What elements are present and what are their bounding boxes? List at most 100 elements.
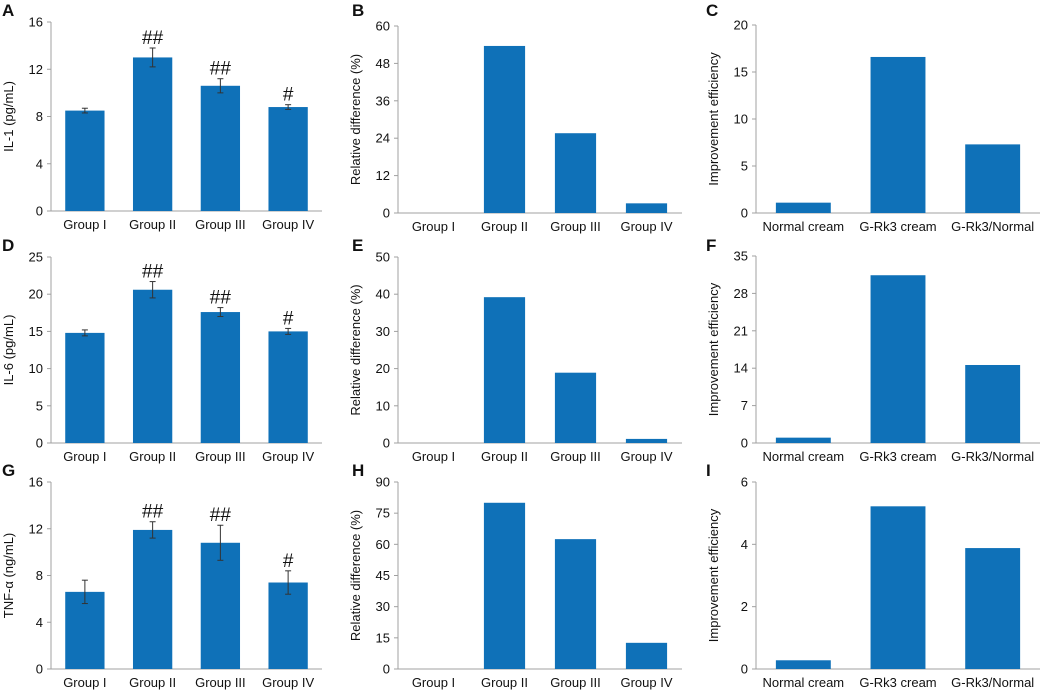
x-tick-label: Group IV: [620, 449, 672, 464]
x-tick-label: Group I: [412, 675, 455, 690]
bar: [65, 332, 105, 443]
bar: [132, 289, 173, 443]
y-tick-label: 15: [734, 65, 748, 80]
bar: [554, 133, 597, 213]
x-tick-label: G-Rk3 cream: [859, 675, 936, 690]
y-axis-title: Improvement efficiency: [706, 282, 721, 416]
bar: [965, 144, 1021, 213]
x-tick-label: Group IV: [620, 675, 672, 690]
bar: [65, 110, 105, 211]
bar: [483, 502, 526, 669]
x-tick-label: Group II: [481, 449, 528, 464]
y-tick-label: 0: [36, 436, 43, 451]
y-tick-label: 5: [741, 159, 748, 174]
y-tick-label: 8: [36, 568, 43, 583]
x-tick-label: Group I: [63, 675, 106, 690]
y-tick-label: 2: [741, 599, 748, 614]
y-tick-label: 25: [29, 250, 43, 265]
y-tick-label: 48: [376, 56, 390, 71]
panel-label: B: [352, 1, 364, 20]
panel-label: H: [352, 461, 364, 480]
y-tick-label: 0: [741, 436, 748, 451]
x-tick-label: Group III: [195, 449, 246, 464]
y-tick-label: 60: [376, 537, 390, 552]
y-tick-label: 16: [29, 475, 43, 490]
y-axis-title: Relative difference (%): [348, 510, 363, 641]
bar: [870, 275, 926, 443]
x-tick-label: G-Rk3/Normal: [951, 219, 1034, 234]
bar: [870, 506, 926, 669]
y-axis-title: IL-1 (pg/mL): [1, 81, 16, 152]
panel-label: C: [706, 1, 718, 20]
y-tick-label: 10: [376, 398, 390, 413]
y-axis-title: Relative difference (%): [348, 284, 363, 415]
x-tick-label: Group I: [412, 219, 455, 234]
y-tick-label: 0: [383, 662, 390, 677]
bar: [65, 591, 105, 669]
panel-h: H 0 15 30 45 60 75 90 Relative difference (%) Gro…: [348, 461, 682, 690]
y-tick-label: 12: [29, 521, 43, 536]
x-tick-label: Group I: [63, 449, 106, 464]
y-tick-label: 20: [376, 361, 390, 376]
x-tick-label: Group I: [412, 449, 455, 464]
y-tick-label: 12: [376, 168, 390, 183]
y-tick-label: 20: [29, 287, 43, 302]
panel-f: F 0 7 14 21 28 35 Improvement efficiency Normal …: [706, 236, 1040, 464]
bar: [200, 542, 241, 669]
y-tick-label: 30: [376, 324, 390, 339]
x-tick-label: G-Rk3 cream: [859, 449, 936, 464]
panel-c: C 0 5 10 15 20 Improvement efficiency Normal cr…: [706, 1, 1040, 234]
y-tick-label: 0: [741, 206, 748, 221]
x-tick-label: Group IV: [620, 219, 672, 234]
y-axis-title: Relative difference (%): [348, 54, 363, 185]
significance-annotation: #: [283, 308, 294, 329]
y-tick-label: 24: [376, 131, 390, 146]
x-tick-label: Normal cream: [763, 219, 845, 234]
y-tick-label: 15: [29, 324, 43, 339]
bar: [483, 297, 526, 443]
x-tick-label: Group III: [550, 449, 601, 464]
x-tick-label: Group III: [550, 219, 601, 234]
bar: [268, 331, 308, 443]
bar: [483, 45, 526, 213]
y-axis-title: Improvement efficiency: [706, 508, 721, 642]
y-axis-title: IL-6 (pg/mL): [1, 315, 16, 386]
y-tick-label: 0: [36, 662, 43, 677]
x-tick-label: Group I: [63, 217, 106, 232]
y-tick-label: 8: [36, 109, 43, 124]
y-tick-label: 36: [376, 93, 390, 108]
y-tick-label: 16: [29, 15, 43, 30]
y-tick-label: 75: [376, 506, 390, 521]
x-tick-label: Group II: [481, 219, 528, 234]
y-tick-label: 7: [741, 398, 748, 413]
x-tick-label: Group IV: [262, 217, 314, 232]
y-axis-title: Improvement efficiency: [706, 52, 721, 186]
y-tick-label: 21: [734, 323, 748, 338]
bar: [132, 57, 173, 211]
y-tick-label: 0: [383, 436, 390, 451]
bar: [870, 56, 926, 214]
significance-annotation: #: [283, 85, 294, 106]
x-tick-label: Group II: [129, 449, 176, 464]
y-tick-label: 4: [36, 615, 43, 630]
bar: [268, 582, 308, 669]
bar: [268, 107, 308, 211]
panel-label: D: [2, 236, 14, 255]
bar: [625, 642, 668, 669]
y-tick-label: 10: [734, 112, 748, 127]
x-tick-label: Group III: [195, 217, 246, 232]
x-tick-label: Group IV: [262, 449, 314, 464]
x-tick-label: Group II: [129, 675, 176, 690]
y-tick-label: 5: [36, 398, 43, 413]
significance-annotation: ##: [210, 288, 232, 309]
significance-annotation: ##: [210, 505, 232, 526]
y-tick-label: 30: [376, 599, 390, 614]
y-tick-label: 40: [376, 287, 390, 302]
bar: [554, 372, 597, 443]
panel-label: F: [706, 236, 716, 255]
y-tick-label: 60: [376, 19, 390, 34]
bar: [625, 203, 668, 213]
y-tick-label: 20: [734, 18, 748, 33]
y-tick-label: 0: [741, 662, 748, 677]
